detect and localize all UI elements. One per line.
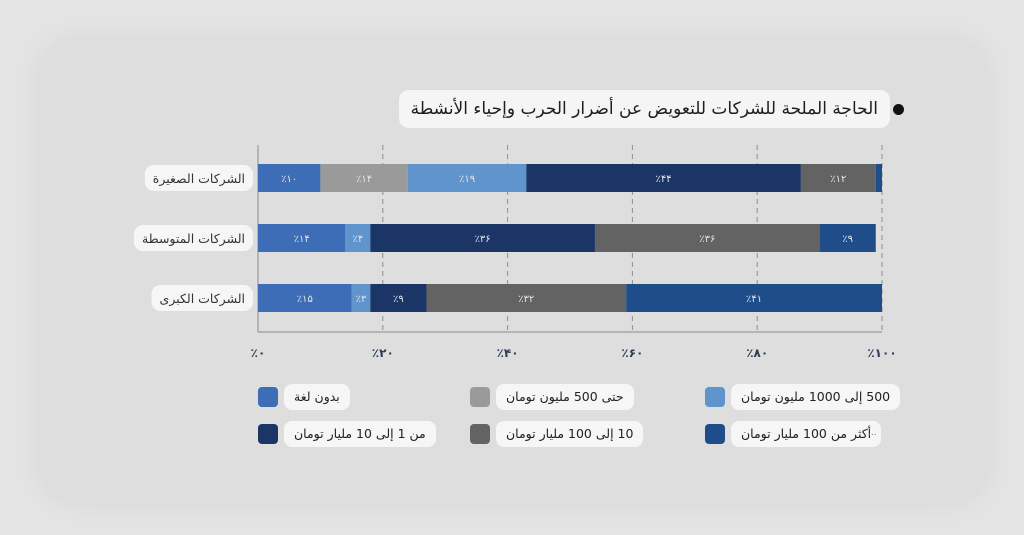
data-label: ٪۴۴: [656, 174, 672, 185]
legend-label: من 1 إلى 10 مليار تومان: [284, 421, 436, 447]
data-label: ٪۱۵: [297, 294, 313, 305]
bar-segment: [370, 224, 595, 252]
title-bullet-icon: [893, 104, 904, 115]
data-label: ٪۴: [352, 234, 363, 245]
data-label: ٪۳۲: [518, 294, 534, 305]
legend-label: بدون لغة: [284, 384, 350, 410]
data-label: ٪۴۱: [746, 294, 762, 305]
data-label: ٪۱۹: [459, 174, 475, 185]
bar-segment: [800, 164, 876, 192]
bar-segment: [351, 284, 371, 312]
bar-segment: [258, 164, 321, 192]
svg-text:الشركات الكبرى: الشركات الكبرى: [160, 291, 245, 307]
legend-swatch: [258, 424, 278, 444]
legend-label: أكثر من 100 مليار تومان: [731, 421, 882, 447]
bar-segment: [320, 164, 408, 192]
bar-segment: [526, 164, 801, 192]
data-label: ٪۳۶: [699, 234, 715, 245]
legend-swatch: [705, 387, 725, 407]
data-label: ٪۱۲: [830, 174, 846, 185]
data-label: ٪۳: [356, 294, 367, 305]
x-tick-label: ٪۶۰: [621, 346, 643, 360]
bar-segment: [426, 284, 627, 312]
bar-segment: [626, 284, 882, 312]
legend-swatch: [705, 424, 725, 444]
x-tick-label: ٪۸۰: [746, 346, 768, 360]
data-label: ٪۱۰: [281, 174, 297, 185]
legend-swatch: [470, 387, 490, 407]
x-tick-label: ٪۴۰: [497, 346, 519, 360]
legend-label: حتی 500 ملیون تومان: [496, 384, 634, 410]
bar-segment: [875, 164, 882, 192]
x-tick-label: ٪۲۰: [372, 346, 394, 360]
bar-segment: [819, 224, 876, 252]
category-label: الشركات المتوسطة: [134, 225, 253, 251]
data-label: ٪۱۴: [356, 174, 372, 185]
svg-text:الشركات المتوسطة: الشركات المتوسطة: [142, 231, 245, 247]
bar-segment: [258, 284, 352, 312]
chart-title-wrap: الحاجة الملحة للشركات للتعويض عن أضرار ا…: [368, 90, 904, 128]
category-label: الشركات الكبرى: [151, 285, 253, 311]
x-tick-label: ٪۱۰۰: [867, 346, 896, 360]
data-label: ٪۳۶: [475, 234, 491, 245]
bar-segment: [345, 224, 371, 252]
x-tick-label: ٪۰: [251, 346, 266, 360]
data-label: ٪۹: [842, 234, 853, 245]
bar-segment: [258, 224, 346, 252]
chart-title: الحاجة الملحة للشركات للتعويض عن أضرار ا…: [398, 90, 890, 128]
legend-label: 500 إلى 1000 مليون تومان: [731, 384, 901, 410]
bar-segment: [407, 164, 527, 192]
bar-segment: [594, 224, 820, 252]
legend-swatch: [470, 424, 490, 444]
data-label: ٪۹: [393, 294, 404, 305]
legend-ellipsis: ...: [868, 428, 877, 438]
data-label: ٪۱۴: [294, 234, 310, 245]
svg-text:الشركات الصغيرة: الشركات الصغيرة: [153, 171, 245, 187]
legend-swatch: [258, 387, 278, 407]
category-label: الشركات الصغيرة: [144, 165, 253, 191]
legend-label: 10 إلى 100 مليار تومان: [496, 421, 644, 447]
bar-segment: [370, 284, 427, 312]
